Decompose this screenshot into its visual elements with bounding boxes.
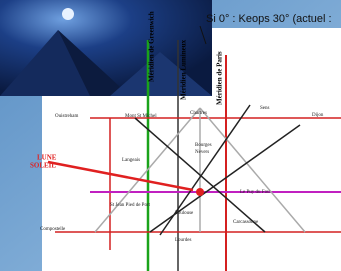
place-label: Compostelle [40, 227, 66, 232]
place-label: St Jean Pied de Port [110, 203, 151, 208]
meridian-label: Méridien Lumineux [180, 39, 188, 100]
place-label: Dijon [312, 113, 324, 118]
slide: Si 0° : Keops 30° (actuel : Méridien de … [0, 0, 341, 271]
place-label: Chartres [190, 111, 207, 116]
place-label: Lourdes [175, 238, 191, 243]
pointer-label: LUNE [37, 154, 57, 162]
place-label: Bourges [195, 143, 212, 148]
caption: Si 0° : Keops 30° (actuel : [206, 13, 332, 25]
place-label: Langeais [122, 158, 140, 163]
meridian-label: Méridien de Greenwich [148, 11, 156, 82]
place-label: Mont St Michel [125, 114, 157, 119]
place-label: Nevers [195, 150, 209, 155]
crossing-point [196, 188, 204, 196]
place-label: Toulouse [175, 211, 194, 216]
meridian-label: Méridien de Paris [216, 51, 224, 105]
place-label: Le Puy du Fou [240, 190, 270, 195]
place-label: Sens [260, 106, 270, 111]
pointer-label: SOLEIL [30, 162, 56, 170]
place-label: Ouistreham [55, 114, 78, 119]
place-label: Carcassonne [233, 220, 259, 225]
